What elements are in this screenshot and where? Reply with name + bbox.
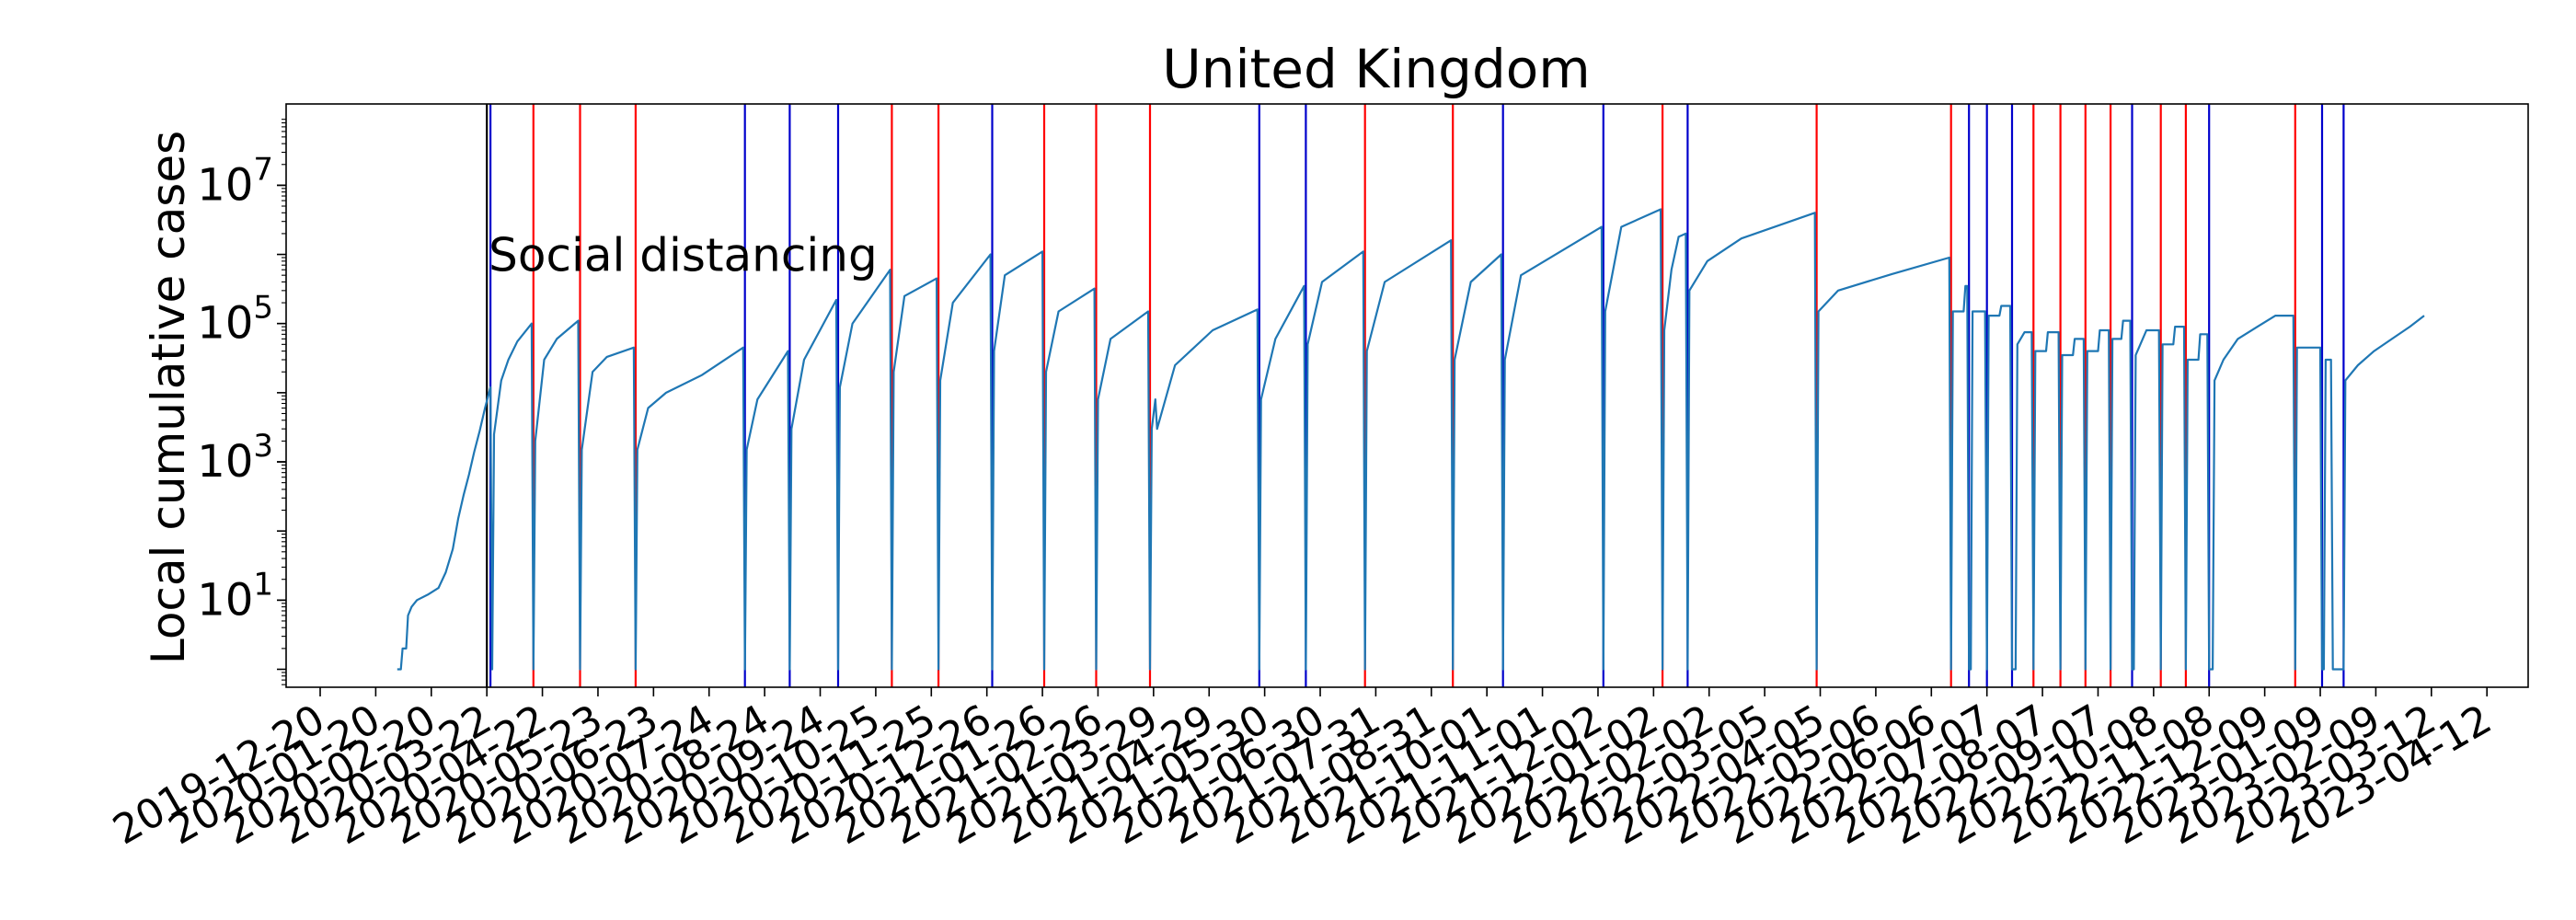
y-tick-label: 107 (197, 151, 273, 211)
x-axis: 2019-12-202020-01-202020-02-202020-03-22… (106, 687, 2500, 854)
y-axis-label: Local cumulative cases (142, 131, 195, 664)
series-group (397, 208, 2425, 671)
annotation-text: Social distancing (489, 229, 878, 282)
series-line (397, 208, 2425, 671)
y-tick-label: 101 (197, 566, 273, 626)
y-tick-label: 105 (197, 290, 273, 350)
annotation-group: Social distancing (489, 229, 878, 282)
y-tick-label: 103 (197, 428, 273, 488)
chart-title: United Kingdom (1162, 38, 1591, 100)
y-axis: 101 103 105 107 (197, 119, 286, 685)
